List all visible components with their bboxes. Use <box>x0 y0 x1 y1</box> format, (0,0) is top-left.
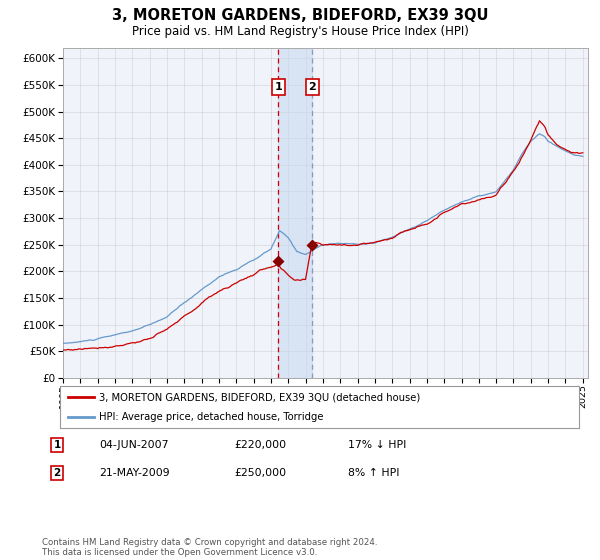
Text: 1: 1 <box>274 82 282 92</box>
Bar <box>278 48 312 378</box>
Text: 3, MORETON GARDENS, BIDEFORD, EX39 3QU: 3, MORETON GARDENS, BIDEFORD, EX39 3QU <box>112 8 488 24</box>
Text: 04-JUN-2007: 04-JUN-2007 <box>99 440 169 450</box>
Text: Contains HM Land Registry data © Crown copyright and database right 2024.
This d: Contains HM Land Registry data © Crown c… <box>42 538 377 557</box>
Text: 8% ↑ HPI: 8% ↑ HPI <box>348 468 400 478</box>
Text: £250,000: £250,000 <box>234 468 286 478</box>
Text: 2: 2 <box>308 82 316 92</box>
Text: 3, MORETON GARDENS, BIDEFORD, EX39 3QU (detached house): 3, MORETON GARDENS, BIDEFORD, EX39 3QU (… <box>99 393 420 402</box>
Text: £220,000: £220,000 <box>234 440 286 450</box>
Text: 21-MAY-2009: 21-MAY-2009 <box>99 468 170 478</box>
Text: Price paid vs. HM Land Registry's House Price Index (HPI): Price paid vs. HM Land Registry's House … <box>131 25 469 38</box>
Text: 1: 1 <box>53 440 61 450</box>
Text: 17% ↓ HPI: 17% ↓ HPI <box>348 440 406 450</box>
Text: 2: 2 <box>53 468 61 478</box>
Text: HPI: Average price, detached house, Torridge: HPI: Average price, detached house, Torr… <box>99 413 323 422</box>
